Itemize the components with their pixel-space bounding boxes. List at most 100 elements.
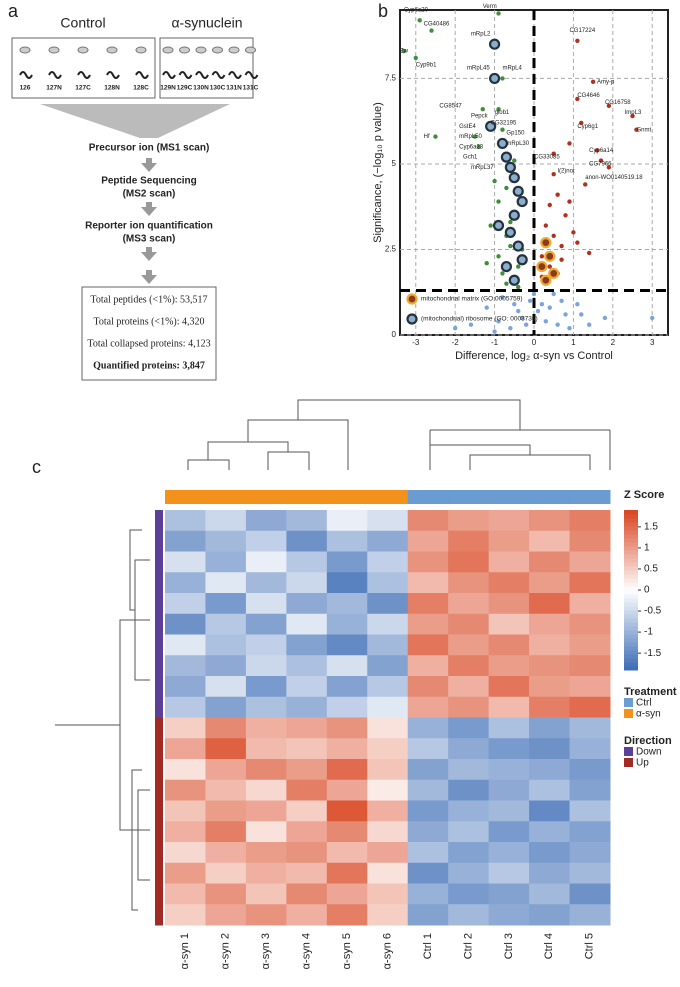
heat-cell [286,634,328,656]
point [516,308,521,314]
heat-cell [165,759,206,781]
heat-cell [569,696,611,718]
point [417,18,422,23]
heat-cell [407,510,449,532]
ringed-point [544,250,556,262]
heat-cell [448,779,490,801]
heat-cell [286,572,328,594]
channel-label: 131N [226,85,242,92]
heat-cell [326,904,368,926]
fly-icon [48,46,60,54]
point [488,223,493,228]
colorbar-step [624,646,638,651]
colorbar-step [624,630,638,635]
heat-cell [488,613,530,635]
heat-cell [448,572,490,594]
gene-label: mRpL2 [471,32,491,38]
summary-box [81,286,217,381]
heat-cell [326,717,368,739]
channel-label: 130N [193,85,209,92]
label-tube [162,71,176,79]
heat-cell [245,696,287,718]
gene-label: Gch1 [463,155,478,161]
gene-label: mRpL45 [467,66,490,72]
heat-cell [326,676,368,698]
colorbar-step [624,518,638,523]
workflow-step: (MS2 scan) [123,189,176,200]
colorbar-step [624,606,638,611]
gene-label: Hf [424,134,430,140]
summary-line: Quantified proteins: 3,847 [93,360,205,371]
column-label: Ctrl 3 [503,933,515,959]
point [567,199,572,204]
heat-cell [245,593,287,615]
heat-cell [407,551,449,573]
column-label: α-syn 1 [179,933,191,969]
heat-cell [407,759,449,781]
heat-cell [488,842,530,864]
heat-cell [245,862,287,884]
colorbar-step [624,510,638,515]
heat-cell [569,842,611,864]
colorbar-label: -1.5 [644,648,662,659]
channel-label: 127N [46,85,62,92]
point [519,315,525,321]
heat-cell [286,738,328,760]
heat-cell [245,530,287,552]
point [496,254,501,259]
point [508,219,513,225]
heat-cell [529,904,571,926]
panel-label: c [32,457,41,477]
channel-label: 128N [104,85,120,92]
point [551,291,556,297]
column-label: α-syn 2 [220,933,232,969]
heat-cell [245,551,287,573]
heat-cell [286,551,328,573]
heat-cell [326,738,368,760]
column-dendrogram [187,399,611,470]
heat-cell [367,717,409,739]
heat-cell [245,842,287,864]
heat-cell [529,862,571,884]
heat-cell [569,738,611,760]
legend-label: α-syn [636,709,661,720]
point [575,38,580,43]
y-tick-label: 5 [392,159,397,168]
point [579,120,584,126]
heat-cell [326,593,368,615]
gene-label: mRpL37 [471,165,494,171]
heat-cell [569,593,611,615]
channel-label: 130C [210,85,226,92]
heat-cell [488,551,530,573]
gene-label: Cyp6a14 [589,148,614,154]
colorbar-step [624,622,638,627]
point [594,148,600,153]
ringed-point [504,161,516,173]
point [484,305,489,310]
arrow [141,158,157,284]
column-annotation [367,490,409,504]
heat-cell [165,510,206,532]
row-annotation [155,530,163,552]
heat-cell [286,510,328,532]
point [598,158,604,163]
heat-cell [569,717,611,739]
fly-icon [135,46,147,54]
column-label: Ctrl 2 [462,933,474,959]
heat-cell [529,800,571,822]
point [543,223,549,228]
heat-cell [448,759,490,781]
heat-cell [205,800,247,822]
point [602,315,608,321]
column-annotation [245,490,287,504]
heat-cell [367,904,409,926]
y-axis-label: Significance, (−log₁₀ p value) [372,102,384,243]
colorbar-step [624,530,638,535]
heat-cell [245,759,287,781]
heat-cell [529,613,571,635]
fly-icon [19,46,31,54]
column-annotation [529,490,571,504]
heat-cell [407,717,449,739]
point [630,113,635,119]
colorbar-step [624,538,638,543]
